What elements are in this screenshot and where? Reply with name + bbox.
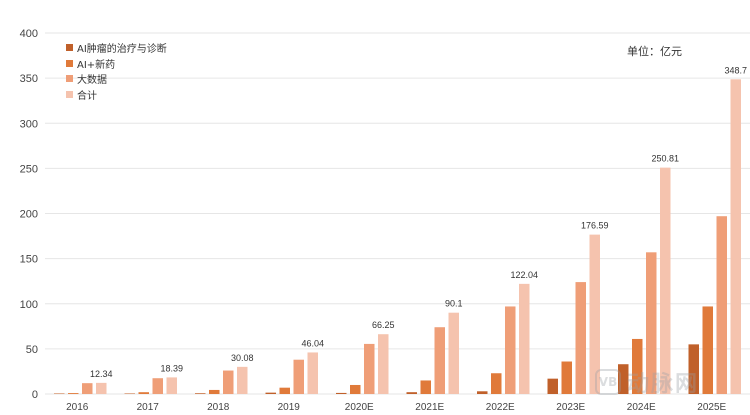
- bar-2018-series-3: [237, 366, 248, 394]
- x-tick-label: 2020E: [345, 402, 374, 413]
- bar-2018-series-0: [195, 393, 206, 394]
- legend: AI肿瘤的治疗与诊断 AI+新药大数据合计: [66, 40, 167, 102]
- legend-swatch: [66, 75, 73, 83]
- watermark: VB 动脉网: [595, 366, 699, 398]
- y-tick-label: 150: [20, 254, 38, 266]
- legend-label: AI肿瘤的治疗与诊断: [77, 44, 167, 56]
- bar-2018-series-2: [223, 370, 234, 394]
- legend-label: 大数据: [77, 75, 107, 87]
- bar-2023E-series-1: [561, 361, 572, 394]
- bar-2025E-series-2: [716, 216, 727, 394]
- x-tick-label: 2019: [278, 402, 301, 413]
- bar-2016-series-2: [82, 383, 93, 394]
- x-tick-label: 2023E: [556, 402, 585, 413]
- x-tick-label: 2021E: [415, 402, 444, 413]
- bar-2024E-series-0: [618, 364, 629, 394]
- bar-2020E-series-3: [378, 334, 389, 394]
- bar-2021E-series-3: [448, 312, 459, 394]
- bar-2019-series-1: [279, 387, 290, 394]
- bar-2025E-series-3: [730, 79, 741, 394]
- bar-2019-series-0: [265, 392, 276, 394]
- bar-2023E-series-0: [547, 378, 558, 394]
- bar-2022E-series-1: [491, 373, 502, 394]
- bar-2019-series-2: [293, 359, 304, 394]
- bar-2016-series-1: [68, 393, 79, 394]
- x-tick-label: 2018: [207, 402, 230, 413]
- bar-2019-series-3: [307, 352, 318, 394]
- bar-2017-series-1: [138, 392, 149, 394]
- bar-2024E-series-3: [660, 167, 671, 394]
- legend-label: 合计: [77, 90, 97, 102]
- legend-item: AI+新药: [66, 56, 167, 72]
- legend-label: AI+新药: [77, 59, 116, 71]
- unit-note: 单位：亿元: [627, 45, 682, 58]
- data-label-2021E: 90.1: [445, 299, 463, 309]
- x-tick-label: 2016: [66, 402, 89, 413]
- y-tick-label: 0: [32, 389, 38, 401]
- y-tick-label: 50: [26, 344, 38, 356]
- y-tick-label: 200: [20, 209, 38, 221]
- bar-2021E-series-0: [406, 392, 417, 394]
- watermark-text: 动脉网: [627, 372, 700, 397]
- grid-lines: [45, 32, 750, 395]
- data-label-2024E: 250.81: [651, 154, 679, 164]
- bar-2017-series-0: [124, 393, 135, 394]
- y-tick-label: 250: [20, 163, 38, 175]
- bars-group: [54, 79, 741, 394]
- bar-2017-series-2: [152, 378, 163, 394]
- data-label-2022E: 122.04: [510, 270, 538, 280]
- bar-2022E-series-3: [519, 283, 530, 394]
- bar-2023E-series-3: [589, 234, 600, 394]
- bar-2024E-series-2: [646, 252, 657, 394]
- legend-swatch: [66, 59, 73, 67]
- data-labels: 12.34 18.39 30.08 46.04 66.25 90.1 122.04 176.5…: [90, 65, 747, 379]
- data-label-2023E: 176.59: [581, 221, 609, 231]
- x-tick-label: 2024E: [627, 402, 656, 413]
- bar-2016-series-3: [96, 382, 107, 394]
- y-tick-label: 300: [20, 118, 38, 130]
- bar-2025E-series-1: [702, 306, 713, 394]
- data-label-2019: 46.04: [301, 338, 324, 348]
- legend-item: 合计: [66, 87, 167, 103]
- y-tick-label: 400: [20, 28, 38, 40]
- bar-2021E-series-1: [420, 380, 431, 394]
- bar-2018-series-1: [209, 389, 220, 394]
- data-label-2017: 18.39: [160, 363, 183, 373]
- x-tick-label: 2025E: [697, 402, 726, 413]
- bar-2020E-series-0: [336, 392, 347, 394]
- y-tick-label: 350: [20, 73, 38, 85]
- legend-swatch: [66, 90, 73, 98]
- x-tick-label: 2022E: [486, 402, 515, 413]
- x-axis: 2016 2017 2018 2019 2020E 2021E 2022E 2023E 2024…: [66, 402, 726, 413]
- legend-item: AI肿瘤的治疗与诊断: [66, 40, 167, 56]
- x-tick-label: 2017: [137, 402, 160, 413]
- data-label-2025E: 348.7: [724, 65, 747, 75]
- bar-2020E-series-2: [364, 343, 375, 394]
- data-label-2018: 30.08: [231, 353, 254, 363]
- bar-2025E-series-0: [688, 344, 699, 394]
- legend-swatch: [66, 44, 73, 52]
- bar-2023E-series-2: [575, 282, 586, 394]
- y-axis: 0 50 100 150 200 250 300 350 400: [20, 28, 38, 401]
- bar-2020E-series-1: [350, 384, 361, 394]
- bar-2022E-series-0: [477, 391, 488, 394]
- watermark-logo-icon: VB: [595, 369, 621, 395]
- bar-2022E-series-2: [505, 306, 516, 394]
- y-tick-label: 100: [20, 299, 38, 311]
- bar-2017-series-3: [166, 377, 177, 394]
- bar-2016-series-0: [54, 393, 65, 394]
- bar-2021E-series-2: [434, 327, 445, 394]
- data-label-2016: 12.34: [90, 369, 113, 379]
- data-label-2020E: 66.25: [372, 320, 395, 330]
- bar-2024E-series-1: [632, 338, 643, 394]
- legend-item: 大数据: [66, 71, 167, 87]
